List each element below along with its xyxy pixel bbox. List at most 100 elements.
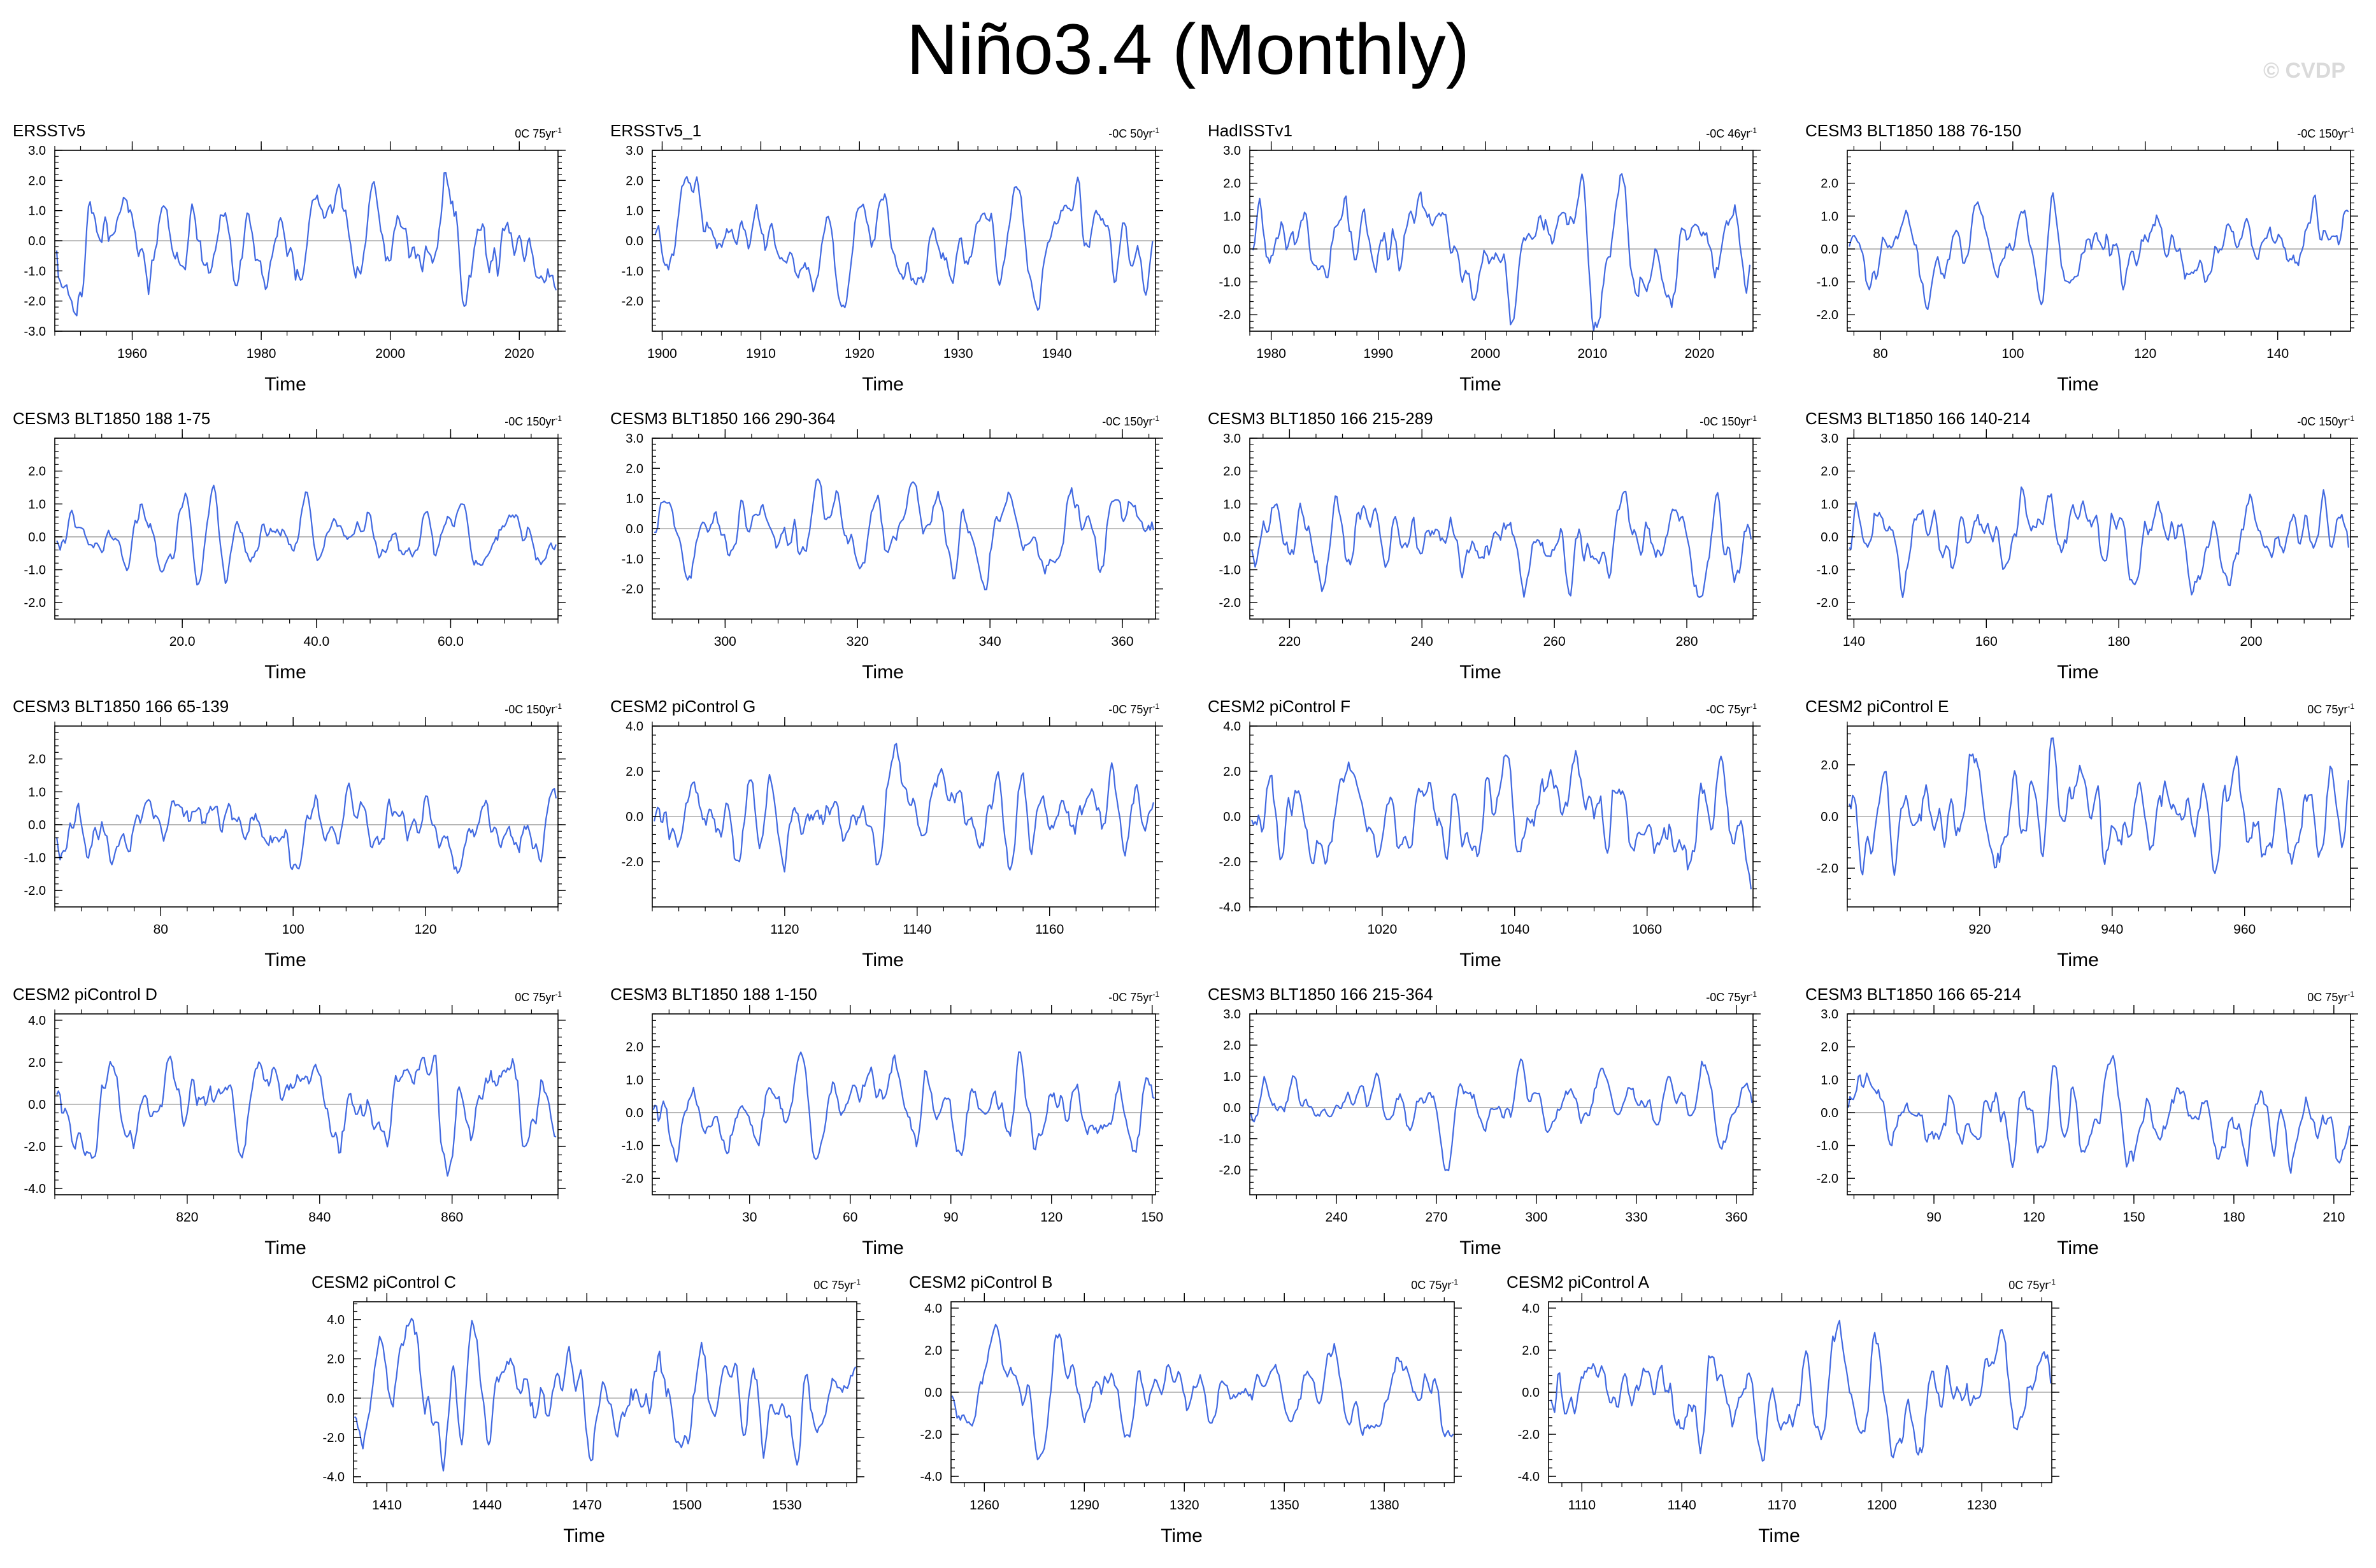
x-tick-label: 220 bbox=[1278, 634, 1301, 649]
x-tick-label: 1410 bbox=[372, 1498, 402, 1513]
y-tick-label: 2.0 bbox=[28, 1056, 46, 1070]
x-tick-label: 140 bbox=[1843, 634, 1865, 649]
y-tick-label: 2.0 bbox=[1821, 759, 1838, 773]
y-tick-label: -1.0 bbox=[622, 1139, 643, 1153]
y-tick-label: 0.0 bbox=[1223, 243, 1241, 257]
panel-plot: 2.0 1.0 0.0 -1.0 -2.0 20.0 40.0 60.0 bbox=[24, 429, 566, 649]
x-tick-label: 1290 bbox=[1070, 1498, 1099, 1513]
y-tick-label: 2.0 bbox=[28, 753, 46, 767]
cvdp-watermark: © CVDP bbox=[2263, 59, 2345, 83]
y-tick-label: 2.0 bbox=[1522, 1344, 1540, 1358]
y-tick-label: 4.0 bbox=[626, 720, 643, 734]
trend-label: -0C 75yr-1 bbox=[1706, 699, 1757, 716]
trend-exponent: -1 bbox=[1152, 990, 1159, 999]
y-tick-label: 4.0 bbox=[924, 1302, 942, 1316]
x-tick-label: 2000 bbox=[1470, 346, 1500, 361]
trend-value: -0C 150yr bbox=[2297, 127, 2348, 140]
y-tick-label: 1.0 bbox=[1821, 1073, 1838, 1087]
panel-title: CESM2 piControl C bbox=[311, 1272, 456, 1292]
trend-exponent: -1 bbox=[854, 1278, 861, 1286]
x-axis-label: Time bbox=[1459, 1237, 1501, 1258]
x-axis-label: Time bbox=[862, 662, 904, 683]
y-tick-label: -1.0 bbox=[1219, 1132, 1241, 1146]
x-tick-label: 120 bbox=[1040, 1210, 1063, 1225]
x-tick-label: 1980 bbox=[247, 346, 276, 361]
y-tick-label: -1.0 bbox=[1219, 564, 1241, 578]
y-tick-label: -1.0 bbox=[1817, 276, 1838, 290]
y-tick-label: -1.0 bbox=[622, 264, 643, 278]
nino34-series-line bbox=[1251, 490, 1752, 598]
trend-label: -0C 150yr-1 bbox=[2297, 124, 2354, 141]
y-tick-label: 2.0 bbox=[327, 1353, 345, 1367]
y-tick-label: 4.0 bbox=[1522, 1302, 1540, 1316]
trend-value: 0C 75yr bbox=[515, 991, 555, 1004]
trend-exponent: -1 bbox=[1750, 126, 1757, 135]
y-tick-label: 2.0 bbox=[1223, 177, 1241, 191]
y-tick-label: -2.0 bbox=[920, 1428, 942, 1442]
x-tick-label: 180 bbox=[2108, 634, 2130, 649]
y-tick-label: 0.0 bbox=[28, 818, 46, 832]
y-tick-label: 2.0 bbox=[626, 765, 643, 779]
y-tick-label: 3.0 bbox=[626, 432, 643, 446]
panel-title: HadISSTv1 bbox=[1208, 121, 1292, 140]
x-tick-label: 2020 bbox=[1685, 346, 1715, 361]
x-tick-label: 1060 bbox=[1632, 922, 1662, 937]
nino34-series-line bbox=[354, 1318, 857, 1472]
trend-value: 0C 75yr bbox=[2008, 1279, 2049, 1292]
x-tick-label: 270 bbox=[1425, 1210, 1447, 1225]
y-tick-label: 2.0 bbox=[626, 462, 643, 476]
y-tick-label: 2.0 bbox=[1223, 765, 1241, 779]
nino34-panel: ERSSTv5_1 -0C 50yr-1 Time 3.0 2.0 1.0 0.0 -1.0 -… bbox=[603, 121, 1163, 401]
panel-title: CESM2 piControl F bbox=[1208, 697, 1350, 716]
trend-label: 0C 75yr-1 bbox=[515, 124, 562, 141]
trend-value: 0C 75yr bbox=[515, 127, 555, 140]
panel-plot: 4.0 2.0 0.0 -2.0 -4.0 1260 1290 1320 1350 1380 bbox=[920, 1293, 1462, 1513]
x-tick-label: 30 bbox=[742, 1210, 757, 1225]
y-tick-label: 1.0 bbox=[626, 1073, 643, 1087]
panel-title: CESM3 BLT1850 166 65-214 bbox=[1805, 985, 2022, 1004]
trend-value: -0C 150yr bbox=[1700, 415, 1750, 428]
x-tick-label: 80 bbox=[154, 922, 168, 937]
x-tick-label: 120 bbox=[2134, 346, 2156, 361]
y-tick-label: 0.0 bbox=[327, 1392, 345, 1406]
y-tick-label: 3.0 bbox=[1821, 1008, 1838, 1022]
y-tick-label: -2.0 bbox=[622, 1172, 643, 1186]
nino34-panel: CESM2 piControl B 0C 75yr-1 Time 4.0 2.0 0.0 -… bbox=[901, 1272, 1462, 1553]
trend-label: -0C 150yr-1 bbox=[505, 411, 562, 429]
panel-plot: 2.0 1.0 0.0 -1.0 -2.0 80 100 120 140 bbox=[1817, 141, 2358, 361]
x-tick-label: 90 bbox=[1926, 1210, 1941, 1225]
x-tick-label: 1530 bbox=[772, 1498, 802, 1513]
trend-exponent: -1 bbox=[555, 990, 562, 999]
panel-plot: 4.0 2.0 0.0 -2.0 -4.0 820 840 860 bbox=[24, 1005, 566, 1225]
x-tick-label: 240 bbox=[1411, 634, 1433, 649]
x-tick-label: 120 bbox=[2022, 1210, 2045, 1225]
trend-exponent: -1 bbox=[1750, 702, 1757, 711]
panel-plot: 4.0 2.0 0.0 -2.0 -4.0 1410 1440 1470 1500 1530 bbox=[323, 1293, 864, 1513]
x-tick-label: 1120 bbox=[770, 922, 799, 937]
panel-plot: 3.0 2.0 1.0 0.0 -1.0 -2.0 240 270 300 330 360 bbox=[1219, 1005, 1761, 1225]
y-tick-label: 0.0 bbox=[1223, 1101, 1241, 1115]
x-tick-label: 260 bbox=[1543, 634, 1566, 649]
trend-value: -0C 150yr bbox=[505, 703, 555, 716]
panel-title: CESM2 piControl A bbox=[1506, 1272, 1649, 1292]
x-tick-label: 1900 bbox=[647, 346, 677, 361]
nino34-series-line bbox=[55, 172, 557, 317]
x-tick-label: 1960 bbox=[117, 346, 147, 361]
nino34-panel: CESM3 BLT1850 166 290-364 -0C 150yr-1 Time… bbox=[603, 409, 1163, 689]
y-tick-label: 2.0 bbox=[1821, 465, 1838, 479]
nino34-panel: CESM2 piControl D 0C 75yr-1 Time 4.0 2.0 0.0 -… bbox=[5, 985, 566, 1265]
y-tick-label: 1.0 bbox=[1821, 210, 1838, 224]
trend-exponent: -1 bbox=[1750, 414, 1757, 423]
trend-exponent: -1 bbox=[2049, 1278, 2056, 1286]
plot-frame bbox=[1249, 1013, 1754, 1195]
panel-title: CESM2 piControl E bbox=[1805, 697, 1949, 716]
nino34-series-line bbox=[1847, 1055, 2351, 1174]
x-tick-label: 1230 bbox=[1967, 1498, 1997, 1513]
y-tick-label: 3.0 bbox=[1223, 1008, 1241, 1022]
y-tick-label: -1.0 bbox=[1817, 564, 1838, 578]
x-tick-label: 300 bbox=[714, 634, 736, 649]
trend-exponent: -1 bbox=[2347, 126, 2354, 135]
x-tick-label: 1380 bbox=[1370, 1498, 1399, 1513]
y-tick-label: 4.0 bbox=[327, 1313, 345, 1327]
